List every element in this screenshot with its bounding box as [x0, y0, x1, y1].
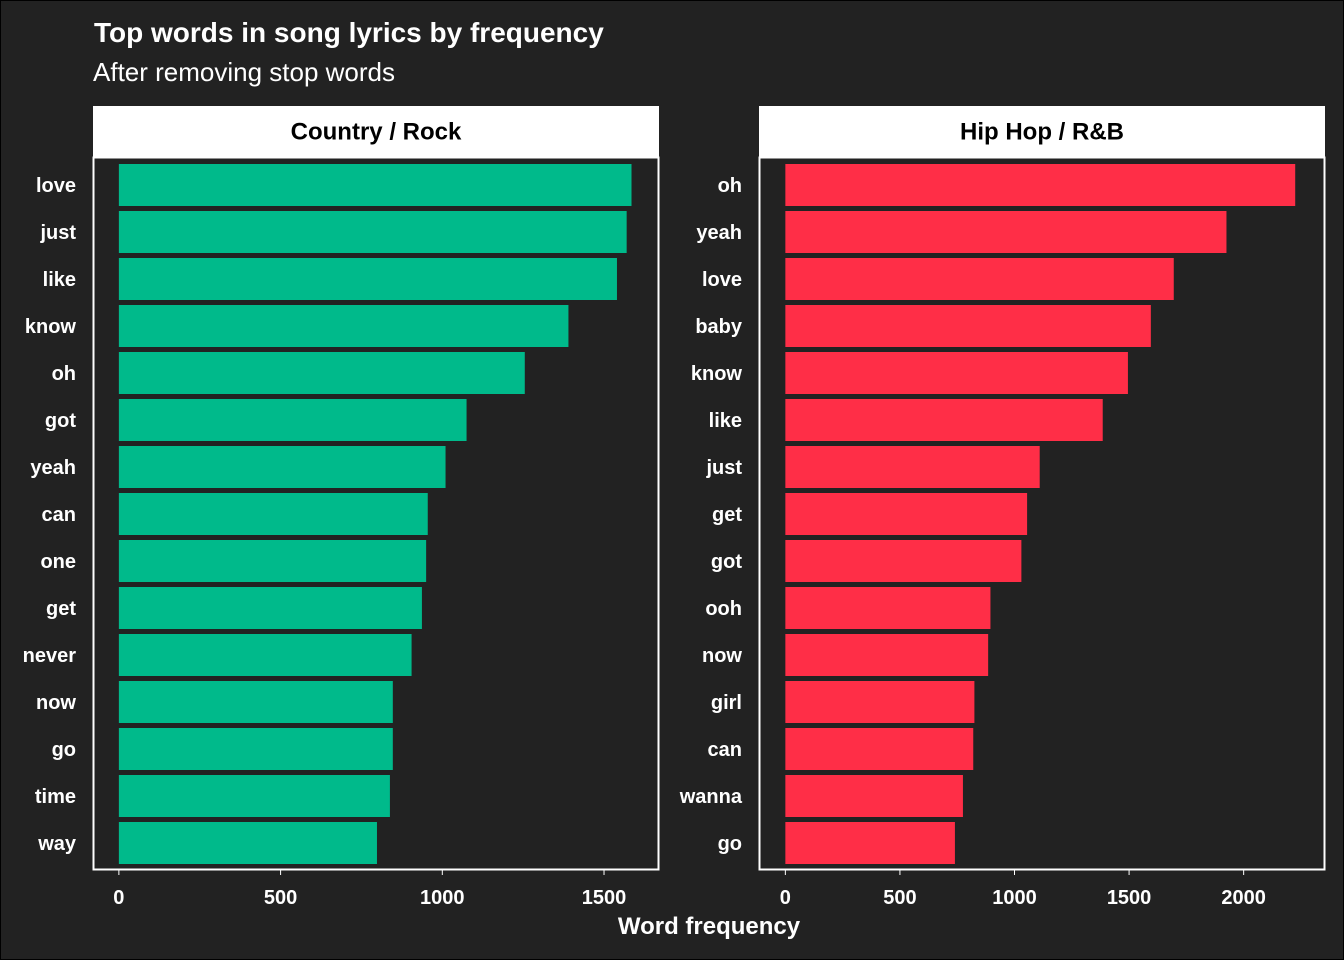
category-label-country-rock-time: time — [35, 786, 76, 808]
bar-country-rock-got — [118, 399, 467, 441]
facet-strip-country-rock — [93, 106, 659, 157]
category-label-country-rock-way: way — [37, 833, 77, 855]
category-label-hip-hop-r-b-get: get — [712, 504, 742, 526]
x-tick-label-hip-hop-r-b-0: 0 — [780, 887, 791, 909]
x-tick-label-hip-hop-r-b-1500: 1500 — [1107, 887, 1152, 909]
category-label-country-rock-yeah: yeah — [30, 457, 76, 479]
x-tick-label-hip-hop-r-b-500: 500 — [883, 887, 916, 909]
bar-country-rock-yeah — [118, 446, 446, 488]
category-label-country-rock-know: know — [25, 316, 77, 338]
category-label-country-rock-one: one — [40, 551, 76, 573]
bar-hip-hop-r-b-wanna — [785, 775, 963, 817]
bar-hip-hop-r-b-just — [785, 446, 1040, 488]
bar-hip-hop-r-b-yeah — [785, 211, 1227, 253]
bar-hip-hop-r-b-love — [785, 258, 1174, 300]
bar-hip-hop-r-b-baby — [785, 305, 1151, 347]
bar-hip-hop-r-b-oh — [785, 164, 1296, 206]
x-tick-label-country-rock-1000: 1000 — [420, 887, 465, 909]
bar-country-rock-way — [118, 822, 377, 864]
bar-country-rock-never — [118, 634, 412, 676]
facet-title-hip-hop-r-b: Hip Hop / R&B — [960, 119, 1124, 146]
bar-hip-hop-r-b-get — [785, 493, 1028, 535]
bar-country-rock-like — [118, 258, 617, 300]
bar-hip-hop-r-b-go — [785, 822, 955, 864]
bar-country-rock-just — [118, 211, 627, 253]
category-label-hip-hop-r-b-oh: oh — [718, 175, 742, 197]
category-label-country-rock-just: just — [39, 222, 76, 244]
category-label-country-rock-can: can — [42, 504, 76, 526]
bar-country-rock-love — [118, 164, 632, 206]
category-label-hip-hop-r-b-now: now — [702, 645, 742, 667]
category-label-hip-hop-r-b-love: love — [702, 269, 742, 291]
category-label-country-rock-like: like — [43, 269, 76, 291]
category-label-hip-hop-r-b-know: know — [691, 363, 743, 385]
bar-country-rock-now — [118, 681, 393, 723]
category-label-hip-hop-r-b-ooh: ooh — [705, 598, 742, 620]
bar-hip-hop-r-b-like — [785, 399, 1103, 441]
x-tick-label-country-rock-500: 500 — [264, 887, 297, 909]
bar-country-rock-go — [118, 728, 393, 770]
category-label-country-rock-never: never — [23, 645, 77, 667]
chart-subtitle: After removing stop words — [93, 57, 396, 87]
category-label-hip-hop-r-b-wanna: wanna — [679, 786, 743, 808]
bar-country-rock-get — [118, 587, 422, 629]
bar-hip-hop-r-b-now — [785, 634, 989, 676]
category-label-hip-hop-r-b-just: just — [705, 457, 742, 479]
panel-border-hip-hop-r-b — [758, 156, 1326, 871]
category-label-country-rock-get: get — [46, 598, 76, 620]
bar-country-rock-oh — [118, 352, 525, 394]
category-label-country-rock-go: go — [52, 739, 76, 761]
x-tick-label-country-rock-0: 0 — [113, 887, 124, 909]
x-tick-label-hip-hop-r-b-2000: 2000 — [1221, 887, 1266, 909]
panel-border-country-rock — [92, 156, 660, 871]
facet-strip-hip-hop-r-b — [759, 106, 1325, 157]
x-tick-label-country-rock-1500: 1500 — [582, 887, 627, 909]
category-label-hip-hop-r-b-got: got — [711, 551, 742, 573]
bar-country-rock-can — [118, 493, 428, 535]
category-label-hip-hop-r-b-can: can — [708, 739, 742, 761]
bar-hip-hop-r-b-can — [785, 728, 974, 770]
category-label-hip-hop-r-b-baby: baby — [695, 316, 743, 338]
category-label-country-rock-oh: oh — [52, 363, 76, 385]
bar-country-rock-time — [118, 775, 390, 817]
bar-hip-hop-r-b-ooh — [785, 587, 991, 629]
x-tick-label-hip-hop-r-b-1000: 1000 — [992, 887, 1037, 909]
category-label-hip-hop-r-b-go: go — [718, 833, 742, 855]
category-label-country-rock-got: got — [45, 410, 76, 432]
bar-country-rock-know — [118, 305, 569, 347]
category-label-hip-hop-r-b-yeah: yeah — [696, 222, 742, 244]
category-label-hip-hop-r-b-like: like — [709, 410, 742, 432]
bar-hip-hop-r-b-girl — [785, 681, 975, 723]
facet-title-country-rock: Country / Rock — [291, 119, 462, 146]
x-axis-label: Word frequency — [617, 913, 801, 940]
category-label-hip-hop-r-b-girl: girl — [711, 692, 742, 714]
bar-hip-hop-r-b-got — [785, 540, 1022, 582]
chart-title: Top words in song lyrics by frequency — [94, 17, 604, 48]
bar-country-rock-one — [118, 540, 427, 582]
category-label-country-rock-now: now — [36, 692, 76, 714]
bar-hip-hop-r-b-know — [785, 352, 1128, 394]
category-label-country-rock-love: love — [36, 175, 76, 197]
